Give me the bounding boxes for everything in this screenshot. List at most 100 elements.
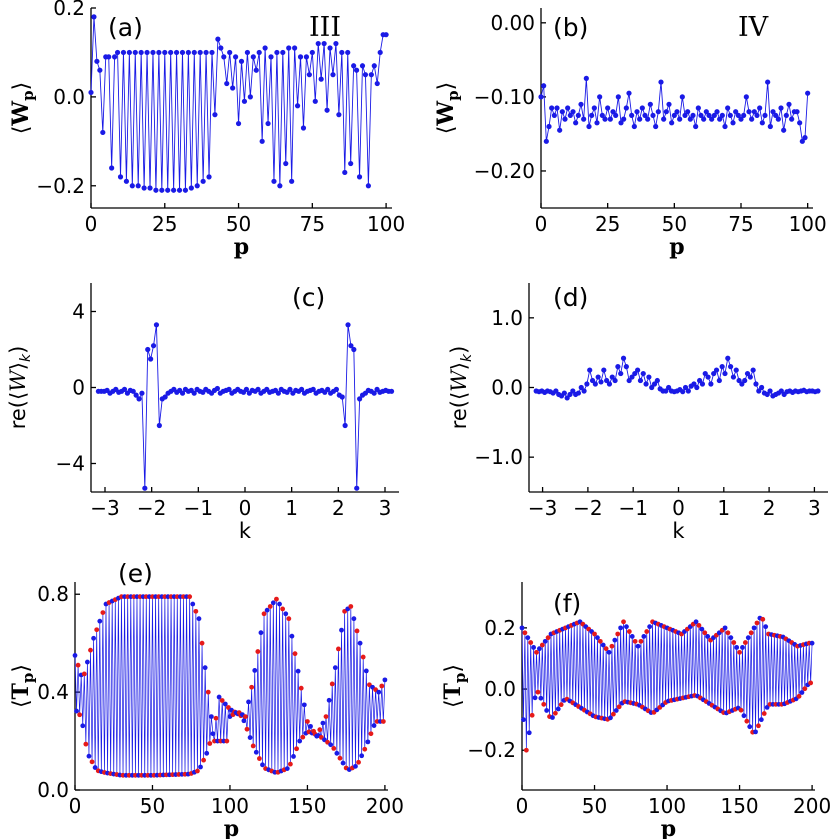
x-tick-label: −3 — [90, 496, 119, 520]
data-point-blue — [264, 607, 270, 613]
data-point — [538, 94, 544, 100]
x-tick-label: 100 — [211, 794, 249, 818]
data-point-blue — [74, 708, 79, 714]
data-point-blue — [353, 763, 358, 769]
data-point-red — [83, 741, 89, 747]
data-point-red — [195, 768, 200, 774]
data-point — [637, 116, 643, 122]
data-point — [191, 390, 197, 396]
data-point — [283, 160, 289, 167]
x-tick-label: 0 — [85, 212, 98, 236]
data-point-red — [632, 638, 638, 644]
data-point-blue — [624, 624, 629, 630]
data-point-blue — [363, 668, 369, 674]
data-point-blue — [291, 754, 296, 759]
data-point — [230, 85, 236, 91]
data-point-blue — [208, 714, 214, 719]
data-point — [141, 185, 147, 191]
data-point — [618, 370, 624, 377]
data-point — [733, 367, 739, 373]
data-point — [243, 386, 250, 392]
data-point — [663, 109, 669, 115]
data-point — [666, 101, 672, 107]
data-point-red — [267, 604, 273, 609]
x-tick-label: 75 — [300, 212, 325, 236]
data-point-red — [796, 693, 802, 699]
data-point — [339, 394, 345, 400]
data-point — [735, 112, 741, 119]
data-point-red — [534, 649, 539, 655]
data-point-blue — [92, 765, 98, 770]
series-line — [90, 16, 387, 191]
data-point-blue — [222, 701, 228, 707]
data-point — [377, 49, 383, 56]
data-point — [241, 98, 248, 104]
data-point-blue — [340, 760, 346, 766]
data-point — [713, 367, 720, 373]
data-point — [706, 112, 712, 119]
data-point-blue — [538, 695, 544, 701]
data-point — [188, 185, 194, 191]
data-point — [312, 98, 318, 104]
y-tick-label: 0.8 — [37, 582, 69, 606]
y-tick-label: 0.4 — [37, 680, 69, 704]
data-point — [695, 105, 701, 111]
x-tick-label: 200 — [366, 794, 404, 818]
data-point-blue — [531, 645, 537, 650]
data-point — [88, 89, 94, 96]
data-point-red — [77, 712, 83, 718]
x-tick-label: 150 — [720, 794, 758, 818]
data-point-red — [644, 629, 650, 634]
data-point — [773, 112, 779, 119]
data-point — [728, 364, 734, 370]
data-point — [610, 109, 616, 115]
data-point — [336, 112, 342, 118]
data-point — [669, 120, 675, 126]
data-point — [300, 125, 307, 131]
data-point-red — [610, 711, 616, 717]
data-point — [597, 94, 603, 100]
data-point — [153, 322, 160, 328]
data-point — [751, 109, 757, 115]
panel-label: (d) — [553, 283, 588, 312]
data-point — [309, 49, 315, 56]
data-point — [345, 49, 351, 56]
data-point — [725, 105, 731, 111]
data-point — [327, 45, 333, 51]
data-point-red — [522, 630, 528, 636]
data-point-red — [748, 630, 754, 636]
data-point-blue — [600, 642, 606, 648]
data-point — [632, 370, 638, 377]
data-point-blue — [202, 665, 208, 671]
data-point — [578, 101, 584, 107]
data-point — [747, 374, 753, 380]
data-point-blue — [740, 645, 745, 650]
data-point — [292, 45, 298, 51]
data-point-red — [89, 759, 95, 765]
data-point — [250, 54, 256, 60]
data-point — [256, 49, 262, 56]
data-point-red — [244, 726, 250, 732]
data-point — [388, 388, 395, 394]
data-point — [623, 105, 629, 111]
x-tick-label: 100 — [789, 212, 827, 236]
data-point-red — [213, 715, 219, 721]
data-point — [557, 127, 563, 133]
data-point-blue — [606, 649, 612, 655]
y-tick-label: −0.20 — [474, 159, 535, 183]
data-point-red — [219, 698, 225, 703]
data-point — [543, 138, 549, 144]
data-point-blue — [809, 640, 815, 646]
panel-a: 0 25 50 75 100 0.2 0.0 −0.2 p ⟨Wp⟩ (a) III — [8, 0, 405, 260]
y-axis-label: re(⟨W⟩k) — [6, 346, 34, 430]
data-point — [123, 178, 130, 184]
data-point-blue — [365, 739, 371, 745]
data-point — [694, 384, 700, 391]
data-point — [626, 90, 632, 96]
data-point-red — [261, 611, 267, 617]
data-point-red — [379, 683, 385, 689]
data-point — [244, 49, 251, 56]
data-point — [757, 105, 763, 111]
data-point — [677, 116, 683, 122]
data-point — [786, 101, 792, 107]
